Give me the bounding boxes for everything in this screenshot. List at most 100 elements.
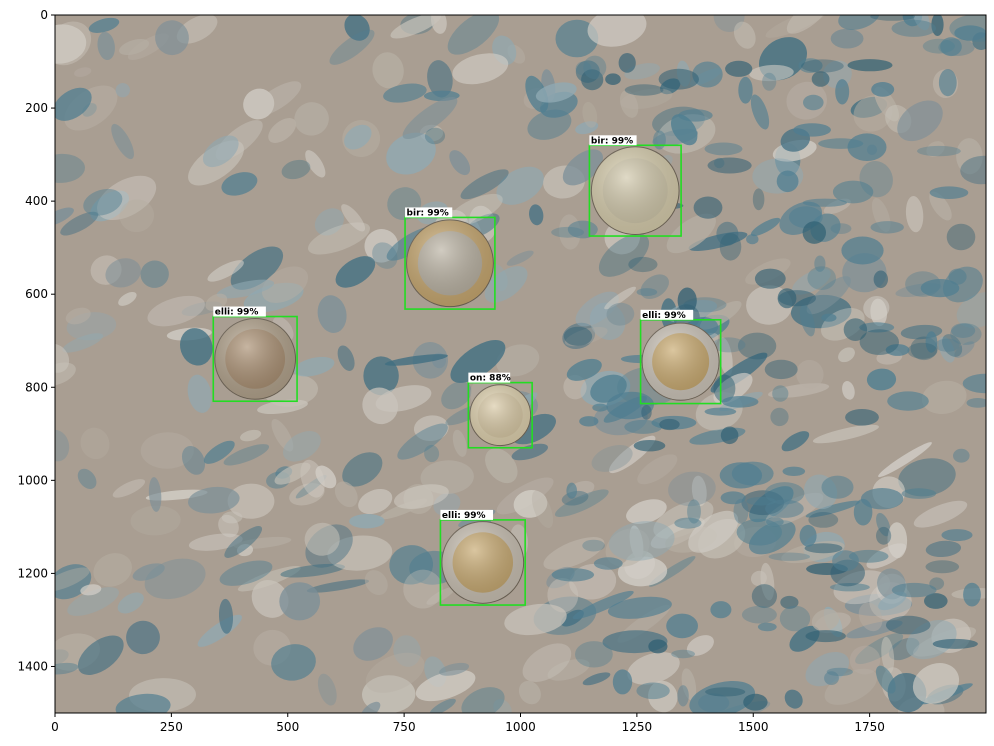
carpet-tuft bbox=[681, 668, 697, 701]
carpet-tuft bbox=[282, 431, 321, 462]
carpet-tuft bbox=[582, 539, 605, 552]
carpet-tuft bbox=[337, 345, 355, 371]
carpet-tuft bbox=[224, 526, 263, 558]
carpet-tuft bbox=[765, 499, 804, 518]
carpet-tuft bbox=[824, 671, 839, 685]
carpet-tuft bbox=[605, 528, 650, 567]
carpet-tuft bbox=[741, 605, 777, 624]
carpet-tuft bbox=[118, 291, 137, 306]
carpet-tuft bbox=[67, 587, 119, 616]
carpet-tuft bbox=[938, 69, 957, 97]
carpet-tuft bbox=[327, 535, 393, 571]
carpet-tuft bbox=[349, 513, 385, 529]
detection-on: on: 88% bbox=[467, 372, 533, 449]
carpet-tuft bbox=[618, 53, 636, 73]
carpet-tuft bbox=[55, 153, 85, 183]
carpet-tuft bbox=[659, 418, 680, 431]
carpet-tuft bbox=[90, 190, 130, 222]
x-tick-label: 0 bbox=[51, 720, 59, 734]
carpet-tuft bbox=[757, 622, 777, 632]
carpet-tuft bbox=[870, 221, 904, 234]
carpet-tuft bbox=[859, 329, 899, 355]
carpet-tuft bbox=[778, 290, 816, 307]
carpet-tuft bbox=[130, 505, 181, 536]
carpet-tuft bbox=[563, 326, 593, 346]
carpet-tuft bbox=[733, 21, 756, 49]
carpet-tuft bbox=[925, 560, 960, 574]
carpet-tuft bbox=[830, 28, 864, 49]
carpet-tuft bbox=[372, 52, 404, 89]
carpet-tuft bbox=[720, 491, 746, 505]
carpet-tuft bbox=[439, 662, 470, 676]
coin-shading bbox=[469, 384, 531, 446]
carpet-tuft bbox=[280, 563, 345, 578]
carpet-tuft bbox=[77, 635, 124, 675]
carpet-tuft bbox=[562, 149, 603, 186]
carpet-tuft bbox=[670, 114, 698, 146]
carpet-tuft bbox=[765, 15, 829, 38]
carpet-tuft bbox=[535, 82, 577, 103]
carpet-tuft bbox=[806, 276, 851, 315]
carpet-tuft bbox=[506, 250, 534, 266]
carpet-tuft bbox=[860, 488, 904, 510]
carpet-tuft bbox=[511, 443, 549, 461]
carpet-tuft bbox=[261, 266, 309, 303]
carpet-tuft bbox=[119, 38, 150, 56]
carpet-tuft bbox=[591, 444, 633, 472]
carpet-tuft bbox=[219, 560, 273, 586]
carpet-tuft bbox=[147, 295, 205, 327]
detection-label: elli: 99% bbox=[642, 311, 686, 321]
carpet-tuft bbox=[807, 266, 836, 290]
carpet-tuft bbox=[518, 680, 541, 705]
carpet-tuft bbox=[179, 328, 213, 366]
carpet-tuft bbox=[334, 481, 358, 508]
carpet-tuft bbox=[929, 186, 969, 199]
carpet-tuft bbox=[77, 468, 97, 490]
carpet-tuft bbox=[705, 687, 746, 697]
carpet-tuft bbox=[567, 220, 598, 239]
detection-label: bir: 99% bbox=[407, 208, 449, 218]
carpet-tuft bbox=[624, 84, 664, 96]
carpet-tuft bbox=[582, 672, 611, 686]
carpet-tuft bbox=[140, 432, 194, 469]
carpet-tuft bbox=[450, 339, 506, 383]
carpet-tuft bbox=[461, 687, 505, 713]
carpet-tuft bbox=[140, 260, 169, 288]
carpet-tuft bbox=[821, 475, 854, 499]
coin-shading bbox=[642, 323, 720, 401]
y-tick-label: 600 bbox=[25, 287, 48, 301]
carpet-tuft bbox=[941, 529, 973, 542]
carpet-tuft bbox=[397, 423, 448, 460]
carpet-tuft bbox=[891, 19, 937, 37]
carpet-tuft bbox=[925, 540, 962, 558]
coin-shading bbox=[214, 318, 296, 400]
carpet-tuft bbox=[335, 256, 376, 288]
carpet-tuft bbox=[731, 461, 774, 486]
carpet-tuft bbox=[830, 583, 870, 592]
carpet-tuft bbox=[65, 307, 91, 325]
detection-bir: bir: 99% bbox=[588, 135, 682, 237]
carpet-tuft bbox=[485, 448, 518, 484]
carpet-tuft bbox=[55, 429, 70, 462]
carpet-tuft bbox=[496, 166, 544, 205]
carpet-tuft bbox=[386, 132, 436, 175]
carpet-tuft bbox=[963, 582, 981, 607]
carpet-tuft bbox=[812, 424, 879, 444]
detection-elli: elli: 99% bbox=[639, 309, 722, 405]
detection-elli: elli: 99% bbox=[439, 509, 526, 606]
carpet-tuft bbox=[907, 342, 938, 359]
x-tick-label: 1500 bbox=[738, 720, 769, 734]
carpet-tuft bbox=[905, 271, 941, 297]
carpet-tuft bbox=[875, 665, 896, 694]
carpet-tuft bbox=[960, 155, 986, 185]
carpet-tuft bbox=[931, 15, 944, 36]
carpet-tuft bbox=[361, 701, 381, 713]
carpet-tuft bbox=[605, 73, 621, 85]
carpet-tuft bbox=[842, 381, 855, 400]
carpet-tuft bbox=[878, 591, 907, 611]
carpet-tuft bbox=[658, 68, 699, 90]
carpet-tuft bbox=[424, 127, 446, 145]
carpet-tuft bbox=[390, 15, 442, 39]
carpet-tuft bbox=[912, 15, 930, 31]
carpet-tuft bbox=[389, 545, 434, 585]
